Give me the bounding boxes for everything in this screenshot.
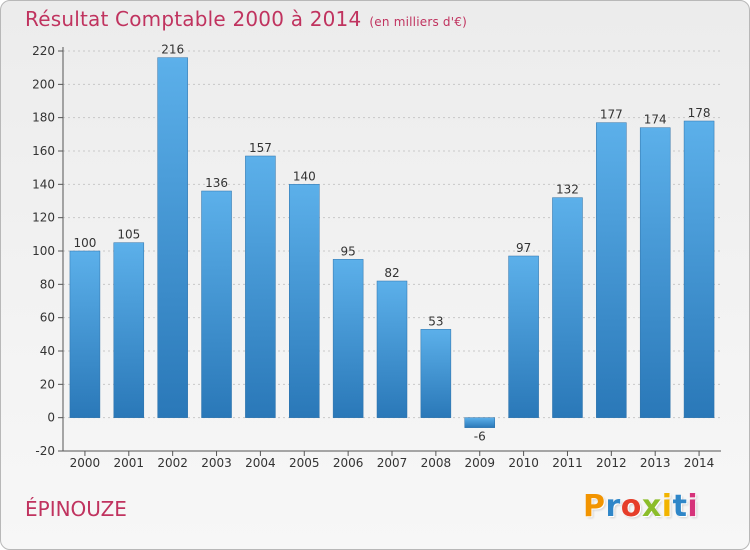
y-tick-label: -20	[35, 444, 55, 458]
x-tick-label: 2001	[114, 456, 145, 470]
x-tick-label: 2014	[684, 456, 715, 470]
y-tick-label: 80	[40, 277, 55, 291]
bar-2006	[332, 259, 364, 418]
data-label: 178	[688, 106, 711, 120]
logo-letter: r	[605, 489, 621, 524]
data-label: 82	[384, 266, 399, 280]
chart-title-text: Résultat Comptable 2000 à 2014	[25, 7, 362, 31]
logo-letter: i	[687, 489, 699, 524]
bar-2001	[113, 242, 145, 418]
bar-2000	[69, 250, 101, 418]
y-tick-label: 60	[40, 311, 55, 325]
y-tick-label: 100	[32, 244, 55, 258]
commune-name: ÉPINOUZE	[25, 497, 127, 521]
x-tick-label: 2002	[157, 456, 188, 470]
logo-letter: t	[672, 489, 688, 524]
bar-2013	[639, 127, 671, 418]
logo-letter: x	[641, 489, 662, 524]
bar-2012	[596, 122, 627, 418]
bar-2004	[245, 155, 276, 418]
x-tick-label: 2006	[333, 456, 364, 470]
logo-letter: o	[620, 489, 642, 524]
data-label: 100	[73, 236, 96, 250]
data-label: 132	[556, 183, 579, 197]
data-label: 174	[644, 113, 667, 127]
bar-2009	[464, 417, 495, 428]
bar-2008	[420, 329, 452, 418]
bar-2003	[201, 190, 232, 418]
x-tick-label: 2010	[508, 456, 539, 470]
bar-2002	[157, 57, 188, 418]
chart-title: Résultat Comptable 2000 à 2014 (en millie…	[25, 7, 467, 31]
x-tick-label: 2000	[70, 456, 101, 470]
y-tick-label: 20	[40, 377, 55, 391]
y-tick-label: 180	[32, 111, 55, 125]
x-tick-label: 2003	[201, 456, 232, 470]
data-label: -6	[474, 430, 486, 444]
x-tick-label: 2009	[464, 456, 495, 470]
bar-2014	[683, 120, 715, 418]
x-tick-label: 2007	[377, 456, 408, 470]
x-tick-label: 2012	[596, 456, 627, 470]
y-tick-label: 120	[32, 211, 55, 225]
proxiti-logo: Proxiti	[583, 489, 698, 524]
data-label: 105	[117, 228, 140, 242]
y-tick-label: 140	[32, 177, 55, 191]
x-tick-label: 2011	[552, 456, 583, 470]
data-label: 157	[249, 141, 272, 155]
logo-letter: i	[661, 489, 673, 524]
x-tick-label: 2013	[640, 456, 671, 470]
axes: -20 0 20 40 60 80 100 120 140 160 180 200 220 2000 200…	[32, 44, 721, 470]
logo-letter: P	[583, 489, 606, 524]
bars	[69, 57, 715, 428]
data-label: 53	[428, 314, 443, 328]
x-tick-label: 2008	[421, 456, 452, 470]
bar-2010	[508, 255, 539, 418]
chart-unit: (en milliers d'€)	[369, 15, 467, 29]
y-tick-label: 200	[32, 77, 55, 91]
data-label: 177	[600, 108, 623, 122]
data-label: 97	[516, 241, 531, 255]
bar-2011	[552, 197, 583, 418]
y-tick-label: 40	[40, 344, 55, 358]
data-label: 140	[293, 169, 316, 183]
data-label: 216	[161, 43, 184, 57]
x-tick-label: 2005	[289, 456, 320, 470]
y-tick-label: 220	[32, 44, 55, 58]
bar-2005	[289, 184, 320, 418]
y-tick-label: 160	[32, 144, 55, 158]
data-label: 136	[205, 176, 228, 190]
y-tick-label: 0	[47, 411, 55, 425]
bar-2007	[376, 280, 408, 418]
data-label: 95	[340, 244, 355, 258]
data-labels: 100 105 216 136 157 140 95 82 53 -6 97 132 177 174 178	[73, 43, 710, 444]
x-tick-label: 2004	[245, 456, 276, 470]
